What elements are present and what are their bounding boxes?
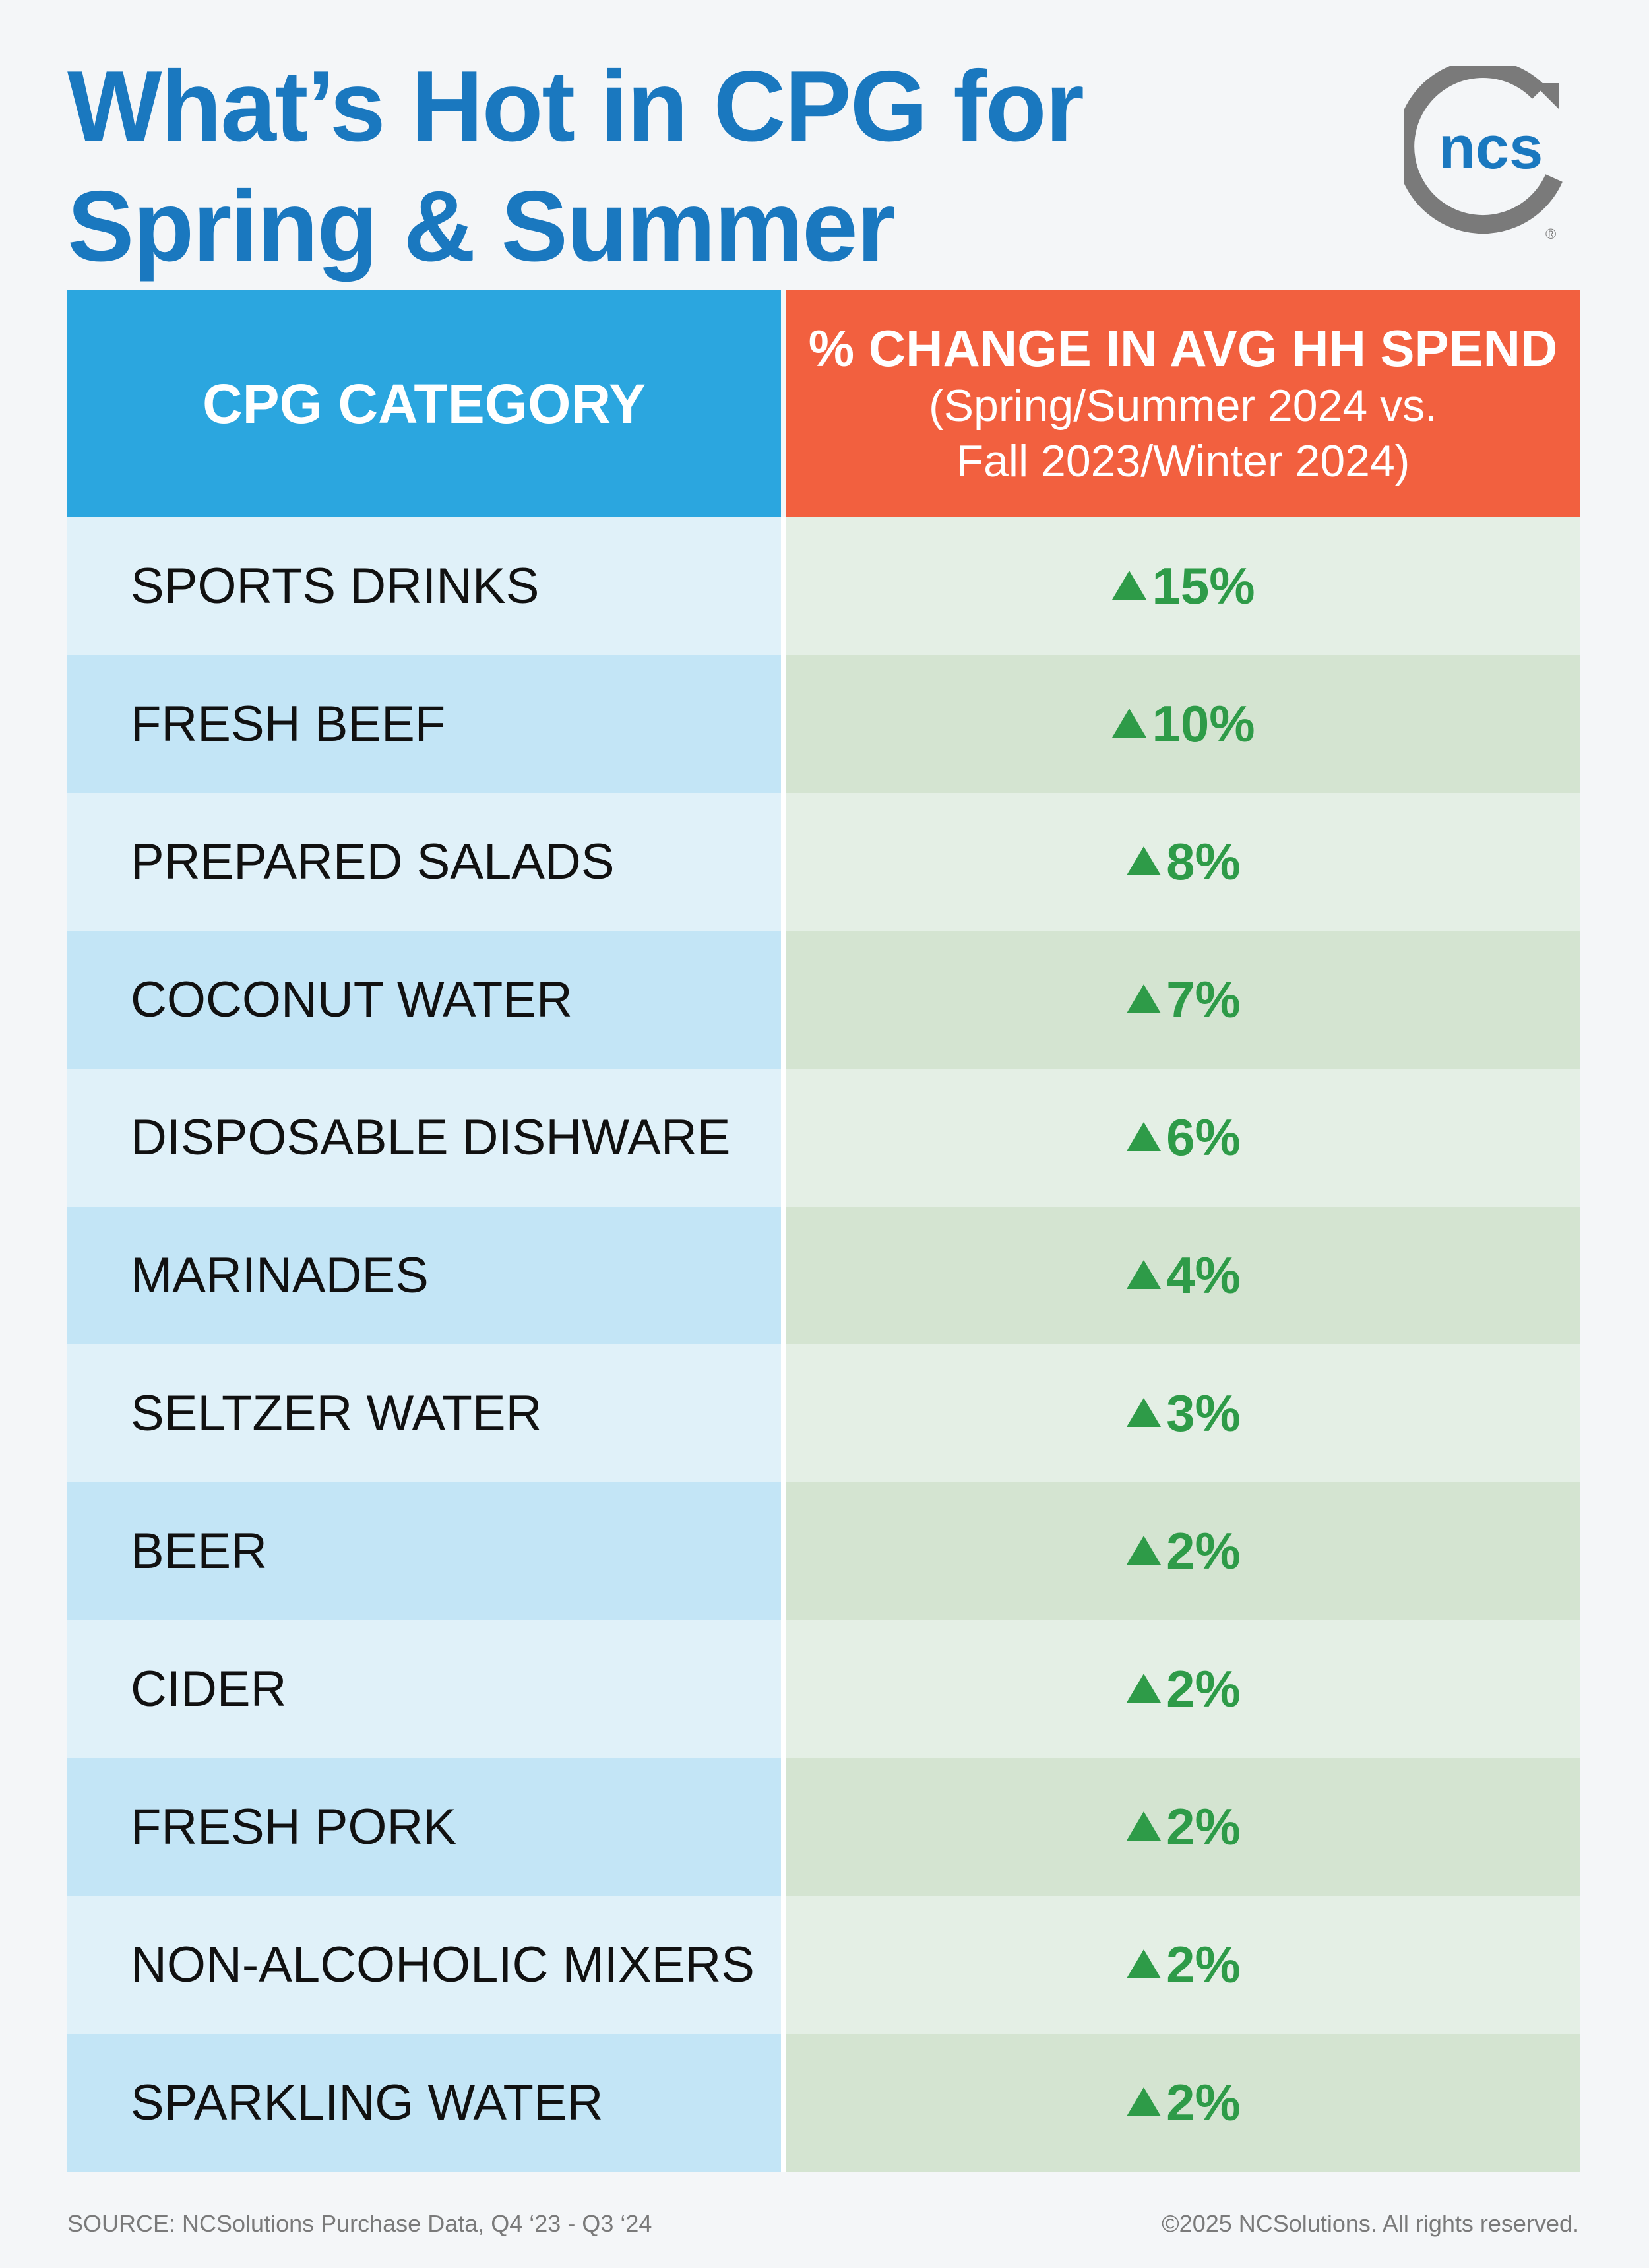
logo-registered-mark: ® — [1545, 226, 1556, 242]
column-divider — [781, 1207, 786, 1344]
change-value: 2% — [1166, 2073, 1241, 2131]
category-cell: SPARKLING WATER — [67, 2034, 781, 2172]
up-arrow-icon — [1127, 984, 1162, 1013]
table-row: COCONUT WATER 7% — [67, 931, 1580, 1069]
change-value: 2% — [1166, 1660, 1241, 1718]
category-cell: DISPOSABLE DISHWARE — [67, 1069, 781, 1207]
up-arrow-icon — [1127, 1949, 1162, 1978]
logo-ring-arrow — [1533, 83, 1559, 110]
table-row: MARINADES 4% — [67, 1207, 1580, 1344]
column-divider — [781, 1620, 786, 1758]
table-row: BEER 2% — [67, 1482, 1580, 1620]
table-row: FRESH PORK 2% — [67, 1758, 1580, 1896]
up-arrow-icon — [1127, 1259, 1162, 1289]
change-cell: 7% — [786, 931, 1580, 1069]
change-cell: 2% — [786, 1620, 1580, 1758]
up-arrow-icon — [1112, 708, 1147, 738]
column-divider — [781, 517, 786, 655]
header-change-sub-1: (Spring/Summer 2024 vs. — [929, 381, 1437, 431]
change-cell: 2% — [786, 1758, 1580, 1896]
change-cell: 15% — [786, 517, 1580, 655]
change-value: 3% — [1166, 1384, 1241, 1442]
change-cell: 2% — [786, 1896, 1580, 2034]
table-row: CIDER 2% — [67, 1620, 1580, 1758]
change-cell: 2% — [786, 2034, 1580, 2172]
up-arrow-icon — [1112, 570, 1147, 600]
header-change-main: % CHANGE IN AVG HH SPEND — [808, 319, 1558, 377]
column-divider — [781, 793, 786, 931]
change-value: 2% — [1166, 1522, 1241, 1580]
column-divider — [781, 931, 786, 1069]
logo-ring — [1404, 66, 1563, 234]
ncs-logo: ncs ® — [1404, 66, 1563, 242]
change-value: 15% — [1152, 557, 1255, 615]
up-arrow-icon — [1127, 1673, 1162, 1703]
table-row: SPORTS DRINKS 15% — [67, 517, 1580, 655]
change-value: 2% — [1166, 1936, 1241, 1994]
logo-text: ncs — [1439, 114, 1543, 181]
title-line-2: Spring & Summer — [67, 170, 896, 282]
column-divider — [781, 1896, 786, 2034]
page-title: What’s Hot in CPG for Spring & Summer — [67, 46, 1321, 286]
header-change: % CHANGE IN AVG HH SPEND (Spring/Summer … — [786, 290, 1580, 517]
table-row: SPARKLING WATER 2% — [67, 2034, 1580, 2172]
category-cell: FRESH BEEF — [67, 655, 781, 793]
change-cell: 2% — [786, 1482, 1580, 1620]
column-divider — [781, 1758, 786, 1896]
column-divider — [781, 2034, 786, 2172]
up-arrow-icon — [1127, 2087, 1162, 2116]
header-category-label: CPG CATEGORY — [202, 372, 646, 435]
table-row: SELTZER WATER 3% — [67, 1344, 1580, 1482]
change-value: 6% — [1166, 1108, 1241, 1166]
category-cell: FRESH PORK — [67, 1758, 781, 1896]
change-value: 10% — [1152, 695, 1255, 753]
column-divider — [781, 1344, 786, 1482]
copyright-note: ©2025 NCSolutions. All rights reserved. — [1162, 2210, 1579, 2237]
up-arrow-icon — [1127, 1397, 1162, 1427]
category-cell: PREPARED SALADS — [67, 793, 781, 931]
header-category: CPG CATEGORY — [67, 290, 781, 517]
change-cell: 8% — [786, 793, 1580, 931]
category-cell: BEER — [67, 1482, 781, 1620]
table-row: NON-ALCOHOLIC MIXERS 2% — [67, 1896, 1580, 2034]
change-value: 4% — [1166, 1246, 1241, 1304]
column-divider — [781, 1482, 786, 1620]
column-divider — [781, 1069, 786, 1207]
category-cell: NON-ALCOHOLIC MIXERS — [67, 1896, 781, 2034]
category-cell: CIDER — [67, 1620, 781, 1758]
category-cell: MARINADES — [67, 1207, 781, 1344]
category-table: SPORTS DRINKS 15% FRESH BEEF 10% PREPARED SA… — [67, 517, 1580, 2172]
up-arrow-icon — [1127, 1535, 1162, 1565]
change-value: 2% — [1166, 1798, 1241, 1856]
table-row: FRESH BEEF 10% — [67, 655, 1580, 793]
title-line-1: What’s Hot in CPG for — [67, 50, 1084, 162]
category-cell: COCONUT WATER — [67, 931, 781, 1069]
change-value: 7% — [1166, 970, 1241, 1028]
change-cell: 4% — [786, 1207, 1580, 1344]
up-arrow-icon — [1127, 1811, 1162, 1841]
table-row: PREPARED SALADS 8% — [67, 793, 1580, 931]
up-arrow-icon — [1127, 846, 1162, 875]
category-cell: SPORTS DRINKS — [67, 517, 781, 655]
change-cell: 10% — [786, 655, 1580, 793]
category-cell: SELTZER WATER — [67, 1344, 781, 1482]
change-cell: 3% — [786, 1344, 1580, 1482]
change-value: 8% — [1166, 833, 1241, 891]
column-divider — [781, 655, 786, 793]
source-note: SOURCE: NCSolutions Purchase Data, Q4 ‘2… — [67, 2210, 652, 2237]
table-row: DISPOSABLE DISHWARE 6% — [67, 1069, 1580, 1207]
up-arrow-icon — [1127, 1121, 1162, 1151]
header-change-sub-2: Fall 2023/Winter 2024) — [956, 436, 1410, 486]
change-cell: 6% — [786, 1069, 1580, 1207]
